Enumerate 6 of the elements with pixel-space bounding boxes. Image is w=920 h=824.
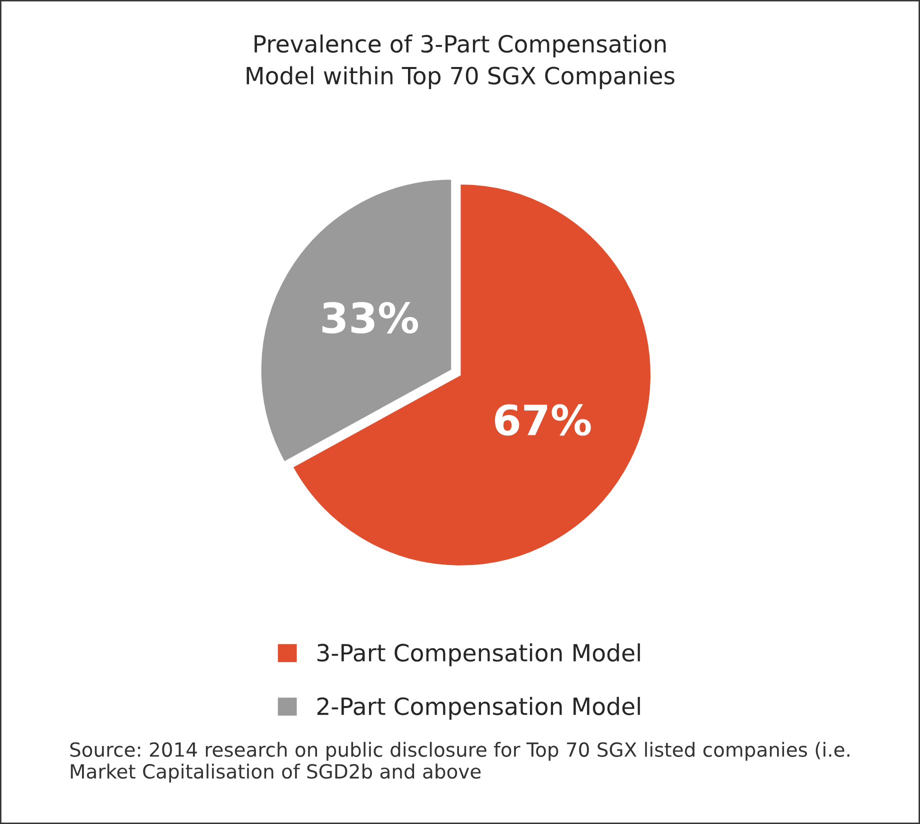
data-label: 67% xyxy=(494,404,591,436)
chart-title: Prevalence of 3-Part Compensation Model within Top 70 SGX Companies xyxy=(246,34,674,90)
legend-label: 3-Part Compensation Model xyxy=(317,643,640,666)
source-note: Source: 2014 research on public disclosure for Top 70 SGX listed companies (i.e. Market Capitalisation of SGD2b and above xyxy=(70,742,850,782)
legend-label: 2-Part Compensation Model xyxy=(317,696,640,720)
data-label: 33% xyxy=(322,302,418,334)
